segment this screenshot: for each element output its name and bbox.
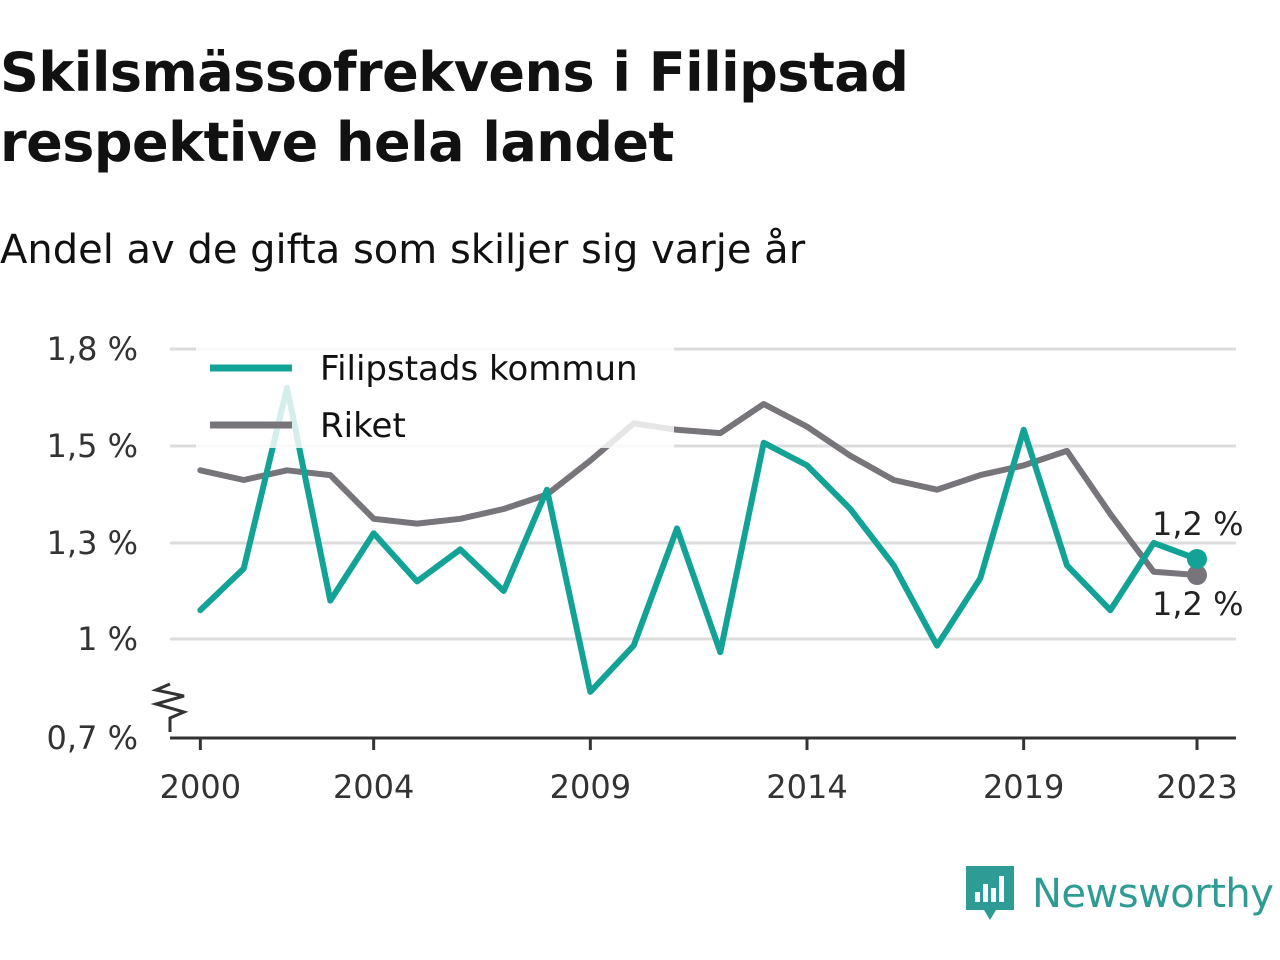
x-tick-label: 2000 — [160, 768, 241, 806]
end-value-label: 1,2 % — [1152, 505, 1243, 543]
y-tick-label: 0,7 % — [47, 719, 138, 757]
y-tick-label: 1,3 % — [47, 524, 138, 562]
chart-subtitle: Andel av de gifta som skiljer sig varje … — [0, 227, 806, 273]
end-value-label: 1,2 % — [1152, 585, 1243, 623]
series-lines — [197, 384, 1207, 695]
brand-name: Newsworthy — [1032, 871, 1274, 917]
series-end-point — [1187, 549, 1207, 569]
x-tick-label: 2014 — [766, 768, 847, 806]
legend-label: Riket — [320, 406, 406, 446]
newsworthy-logo-icon — [966, 866, 1014, 920]
series-end-point — [1187, 565, 1207, 585]
x-tick-label: 2009 — [550, 768, 631, 806]
x-tick-label: 2023 — [1156, 768, 1237, 806]
series-line — [197, 384, 1200, 695]
y-tick-label: 1,8 % — [47, 330, 138, 368]
legend-background — [196, 344, 674, 448]
y-tick-label: 1,5 % — [47, 427, 138, 465]
brand-logo: Newsworthy — [964, 864, 1274, 924]
legend-label: Filipstads kommun — [320, 349, 638, 389]
y-axis-ticks: 0,7 % 1 % 1,3 % 1,5 % 1,8 % — [47, 330, 138, 757]
x-axis — [150, 682, 1236, 740]
chart-title: Skilsmässofrekvens i Filipstad respektiv… — [0, 41, 909, 174]
legend: Filipstads kommun Riket — [196, 344, 674, 448]
end-labels: 1,2 % 1,2 % — [1149, 502, 1246, 626]
series-line — [197, 401, 1200, 578]
y-tick-label: 1 % — [77, 620, 138, 658]
x-tick-label: 2019 — [983, 768, 1064, 806]
x-axis-ticks: 2000 2004 2009 2014 2019 2023 — [160, 738, 1238, 806]
axis-break-icon — [150, 682, 189, 732]
x-tick-label: 2004 — [333, 768, 414, 806]
